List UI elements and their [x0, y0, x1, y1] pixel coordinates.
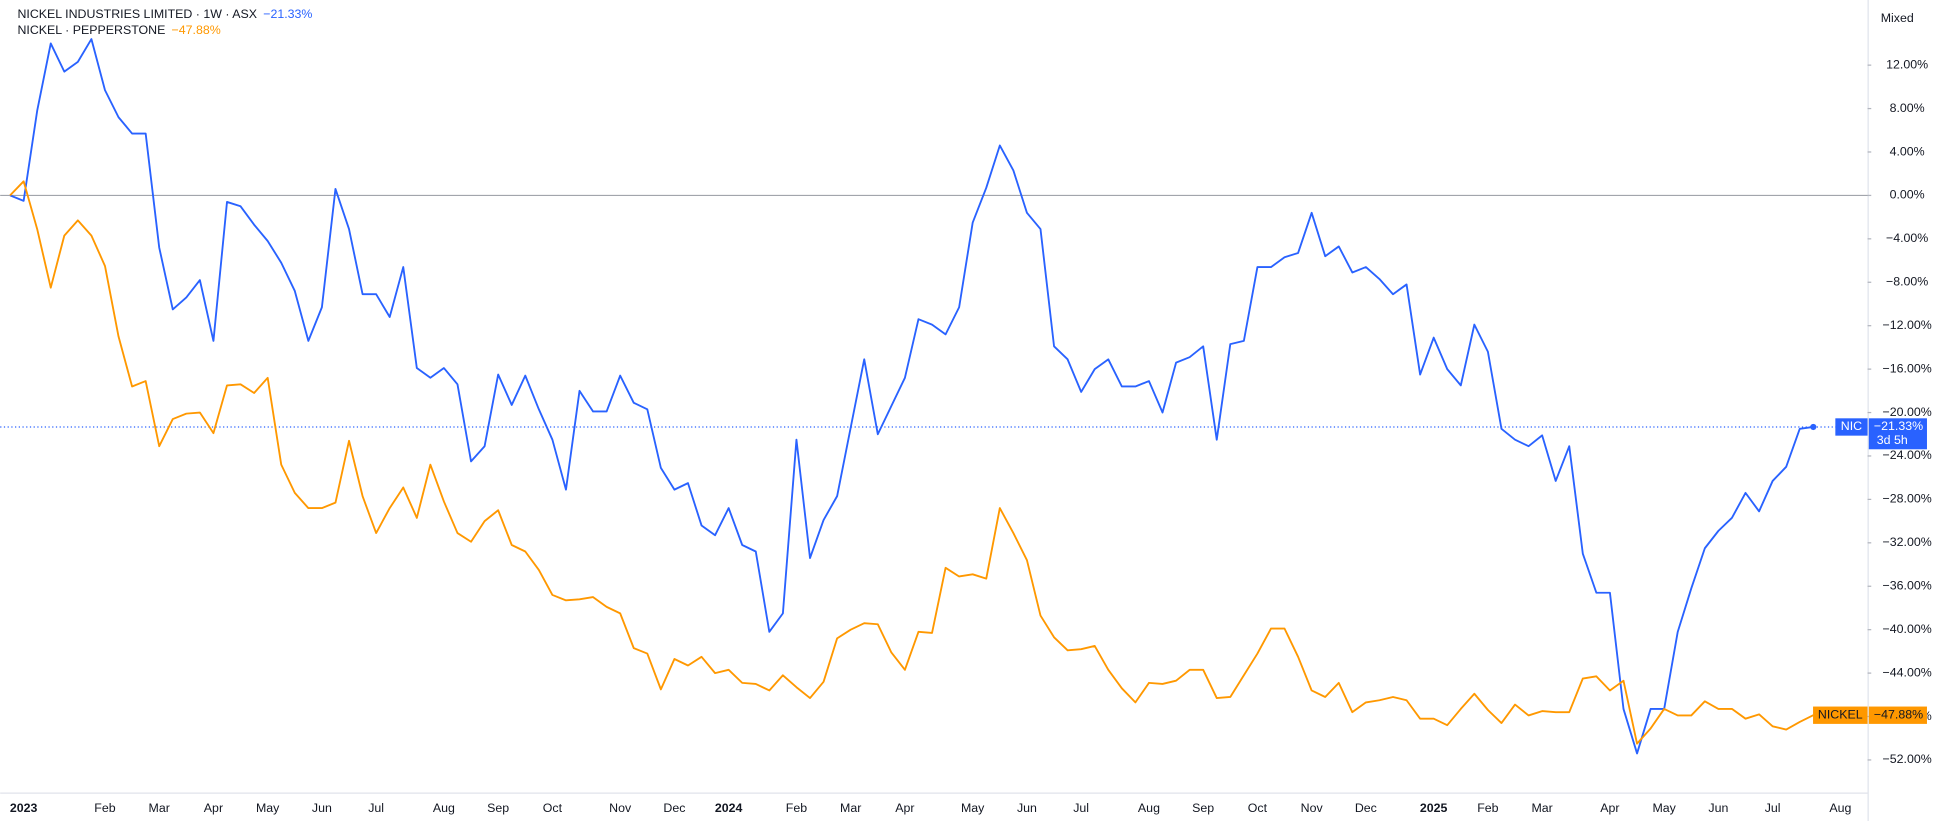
countdown: 3d 5h — [1877, 433, 1908, 447]
y-tick-label: 0.00% — [1890, 188, 1925, 202]
x-tick-label: Sep — [1192, 801, 1214, 815]
price-label-box — [1868, 418, 1927, 450]
y-tick-label: −8.00% — [1886, 275, 1928, 289]
x-tick-label: 2023 — [10, 801, 38, 815]
y-tick-label: 12.00% — [1886, 57, 1928, 71]
y-tick-label: −16.00% — [1883, 361, 1932, 375]
price-label: −47.88% — [1874, 707, 1923, 721]
y-tick-label: −4.00% — [1886, 231, 1928, 245]
price-label-box — [1868, 706, 1927, 724]
x-tick-label: Apr — [204, 801, 223, 815]
y-tick-label: −40.00% — [1883, 622, 1932, 636]
x-tick-label: 2025 — [1420, 801, 1448, 815]
x-tick-label: Apr — [895, 801, 914, 815]
y-tick-label: 8.00% — [1890, 101, 1925, 115]
x-tick-label: Mar — [840, 801, 861, 815]
legend-entry: NICKEL INDUSTRIES LIMITED · 1W · ASX −21.… — [18, 7, 313, 21]
x-tick-label: Jul — [1765, 801, 1781, 815]
y-tick-label: −20.00% — [1883, 405, 1932, 419]
y-tick-label: −28.00% — [1883, 492, 1932, 506]
x-tick-label: Nov — [1301, 801, 1324, 815]
x-tick-label: May — [1652, 801, 1676, 815]
x-tick-label: Feb — [1477, 801, 1498, 815]
x-tick-label: Apr — [1600, 801, 1619, 815]
x-tick-label: Jul — [1073, 801, 1089, 815]
x-tick-label: Jun — [1017, 801, 1037, 815]
legend-name: NICKEL · PEPPERSTONE — [18, 23, 166, 37]
y-tick-label: −12.00% — [1883, 318, 1932, 332]
price-tag-box — [1813, 706, 1868, 724]
legend-change: −47.88% — [172, 23, 221, 37]
legend-change: −21.33% — [263, 7, 312, 21]
price-tag-box — [1835, 418, 1868, 436]
x-tick-label: Jul — [368, 801, 384, 815]
legend-name: NICKEL INDUSTRIES LIMITED · 1W · ASX — [18, 7, 258, 21]
x-tick-label: Aug — [1138, 801, 1160, 815]
legend-entry: NICKEL · PEPPERSTONE −47.88% — [18, 23, 221, 37]
x-tick-label: Oct — [543, 801, 563, 815]
x-tick-label: Aug — [433, 801, 455, 815]
y-tick-label: −52.00% — [1883, 752, 1932, 766]
y-tick-label: −36.00% — [1883, 579, 1932, 593]
x-tick-label: Feb — [786, 801, 807, 815]
x-tick-label: 2024 — [715, 801, 743, 815]
y-tick-label: 4.00% — [1890, 144, 1925, 158]
x-tick-label: Feb — [94, 801, 115, 815]
price-tag-name: NIC — [1841, 419, 1862, 433]
price-label: −21.33% — [1874, 419, 1923, 433]
x-tick-label: May — [256, 801, 280, 815]
series-line — [9, 38, 1814, 755]
series-line — [9, 180, 1814, 745]
x-tick-label: Mar — [1531, 801, 1552, 815]
x-tick-label: Jun — [312, 801, 332, 815]
last-point — [1810, 423, 1817, 431]
x-tick-label: May — [961, 801, 985, 815]
y-tick-label: −32.00% — [1883, 535, 1932, 549]
x-tick-label: Oct — [1248, 801, 1268, 815]
y-tick-label: −44.00% — [1883, 665, 1932, 679]
price-tag-name: NICKEL — [1818, 707, 1863, 721]
x-tick-label: Dec — [1355, 801, 1377, 815]
x-tick-label: Sep — [487, 801, 509, 815]
x-tick-label: Dec — [663, 801, 685, 815]
y-tick-label: −24.00% — [1883, 448, 1932, 462]
x-tick-label: Aug — [1829, 801, 1851, 815]
x-tick-label: Nov — [609, 801, 632, 815]
x-tick-label: Mar — [149, 801, 170, 815]
mode-label[interactable]: Mixed — [1881, 11, 1914, 25]
x-tick-label: Jun — [1708, 801, 1728, 815]
